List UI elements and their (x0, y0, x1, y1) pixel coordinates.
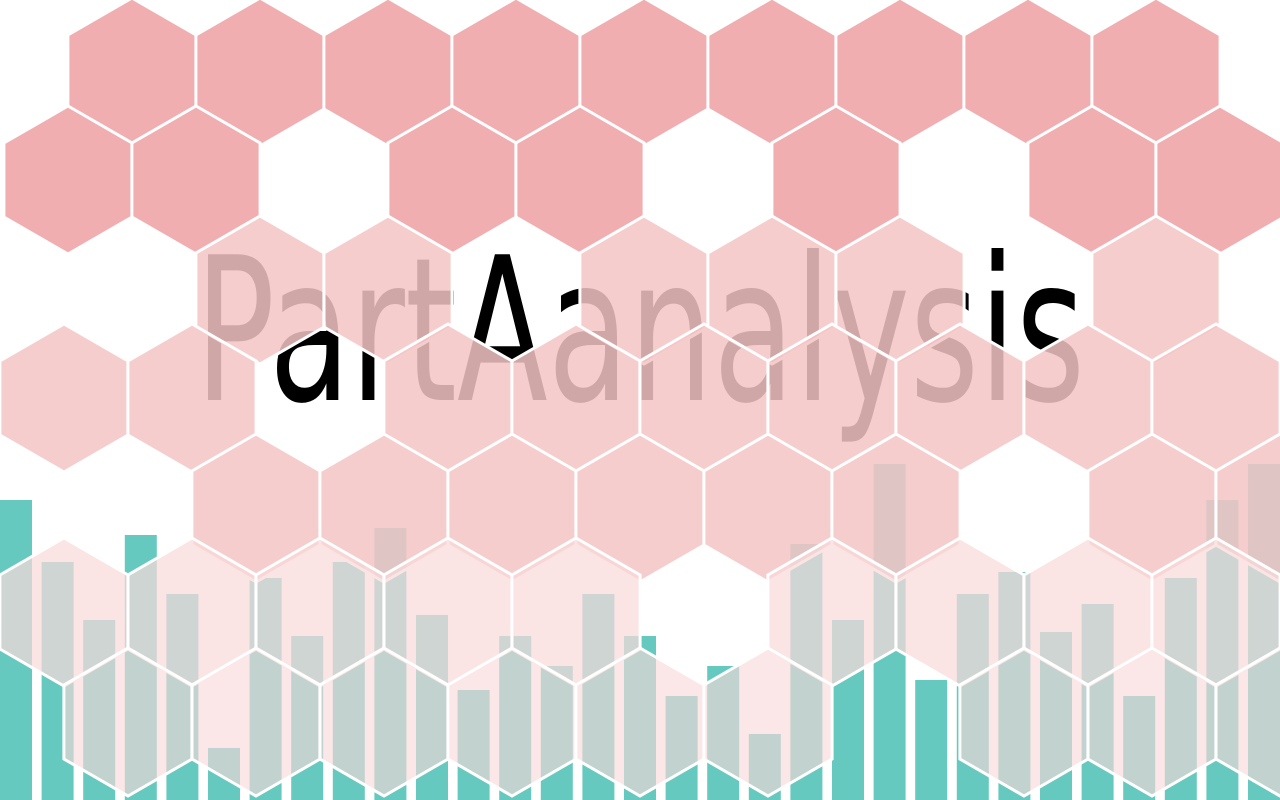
decor-hexagon (1214, 646, 1280, 798)
decor-hexagon (0, 322, 130, 474)
decor-hexagon (702, 646, 834, 798)
decor-hexagon (1214, 432, 1280, 584)
decor-bar (915, 680, 948, 800)
